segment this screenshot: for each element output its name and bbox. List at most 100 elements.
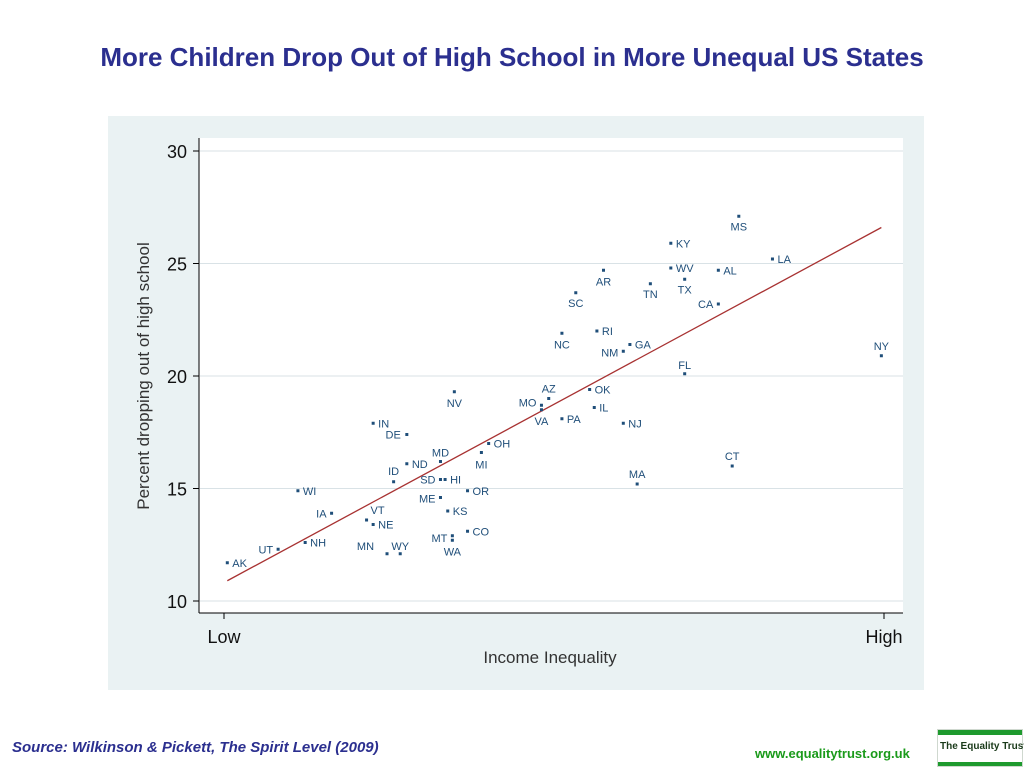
point-nh: [303, 541, 307, 544]
point-label-wa: WA: [444, 546, 462, 558]
point-wy: [398, 552, 402, 556]
point-label-ma: MA: [629, 469, 646, 481]
point-label-hi: HI: [450, 475, 461, 487]
point-label-va: VA: [535, 416, 550, 428]
point-label-nm: NM: [601, 347, 618, 359]
point-or: [466, 489, 470, 493]
point-ga: [628, 343, 632, 346]
point-ma: [635, 482, 639, 486]
point-ms: [737, 214, 741, 218]
point-ia: [330, 511, 334, 515]
point-label-ri: RI: [602, 326, 613, 338]
point-label-de: DE: [386, 430, 401, 442]
point-fl: [683, 372, 687, 376]
point-label-nh: NH: [310, 538, 326, 550]
x-axis-label: Income Inequality: [483, 648, 617, 667]
point-va: [539, 408, 543, 412]
point-label-mi: MI: [475, 460, 487, 472]
point-label-ny: NY: [874, 341, 890, 353]
equality-trust-logo: The Equality Trust: [937, 729, 1024, 767]
source-citation: Source: Wilkinson & Pickett, The Spirit …: [12, 739, 379, 756]
point-label-or: OR: [473, 486, 490, 498]
fit-line: [226, 226, 882, 582]
point-wv: [669, 266, 673, 270]
point-label-pa: PA: [567, 414, 582, 426]
point-ky: [669, 241, 673, 245]
chart-title: More Children Drop Out of High School in…: [100, 42, 924, 72]
point-label-mo: MO: [519, 397, 537, 409]
point-label-sc: SC: [568, 298, 583, 310]
point-ok: [588, 388, 592, 391]
point-label-il: IL: [599, 403, 608, 415]
point-ak: [225, 561, 229, 565]
point-label-ia: IA: [316, 508, 327, 520]
axes: 10 15 20 25 30 Low High: [167, 138, 903, 647]
y-tick-label: 10: [167, 592, 187, 612]
point-label-sd: SD: [420, 475, 435, 487]
point-label-in: IN: [378, 418, 389, 430]
point-tn: [648, 282, 652, 286]
point-label-vt: VT: [371, 505, 385, 517]
point-al: [716, 268, 720, 272]
point-ar: [602, 268, 605, 272]
point-ny: [879, 354, 883, 358]
point-nd: [405, 462, 409, 466]
point-label-ut: UT: [258, 544, 273, 556]
point-label-fl: FL: [678, 360, 691, 372]
point-label-nc: NC: [554, 339, 570, 351]
point-nc: [560, 331, 564, 335]
point-tx: [683, 277, 687, 281]
point-sc: [574, 291, 578, 295]
point-label-wv: WV: [676, 263, 694, 275]
point-label-wi: WI: [303, 486, 316, 498]
point-az: [547, 397, 551, 400]
point-ut: [276, 547, 280, 551]
point-label-co: CO: [473, 526, 490, 538]
point-md: [438, 460, 442, 463]
point-label-nj: NJ: [628, 418, 641, 430]
y-tick-label: 20: [167, 367, 187, 387]
y-tick-label: 30: [167, 142, 187, 162]
point-label-tx: TX: [678, 284, 693, 296]
point-co: [466, 529, 470, 533]
point-nv: [452, 390, 456, 394]
point-label-ak: AK: [232, 558, 247, 570]
point-label-ne: NE: [378, 520, 393, 532]
point-mt: [450, 534, 454, 538]
point-label-wy: WY: [391, 541, 409, 553]
point-ne: [371, 523, 375, 526]
point-il: [592, 406, 596, 409]
point-ca: [716, 302, 720, 306]
point-label-tn: TN: [643, 289, 658, 301]
point-label-nv: NV: [447, 398, 463, 410]
point-label-mt: MT: [431, 533, 447, 545]
point-mo: [539, 403, 543, 407]
point-pa: [560, 417, 564, 421]
point-in: [371, 421, 375, 425]
point-mi: [479, 451, 483, 454]
point-nm: [621, 349, 625, 353]
x-tick-label-low: Low: [207, 627, 241, 647]
point-label-al: AL: [723, 265, 736, 277]
website-link[interactable]: www.equalitytrust.org.uk: [755, 746, 910, 761]
point-ri: [595, 329, 599, 333]
x-tick-label-high: High: [865, 627, 902, 647]
point-me: [438, 496, 442, 499]
point-wi: [296, 489, 300, 493]
point-oh: [487, 442, 491, 445]
point-label-ca: CA: [698, 299, 714, 311]
y-tick-label: 15: [167, 480, 187, 500]
point-label-nd: ND: [412, 459, 428, 471]
point-label-ar: AR: [596, 276, 611, 288]
point-label-la: LA: [777, 254, 791, 266]
point-label-mn: MN: [357, 541, 374, 553]
point-label-ky: KY: [676, 238, 691, 250]
point-label-oh: OH: [494, 439, 511, 451]
point-la: [770, 257, 774, 261]
point-label-me: ME: [419, 494, 436, 506]
y-axis-label: Percent dropping out of high school: [134, 242, 153, 509]
point-vt: [365, 518, 369, 522]
point-id: [392, 480, 396, 484]
point-label-md: MD: [432, 448, 449, 460]
